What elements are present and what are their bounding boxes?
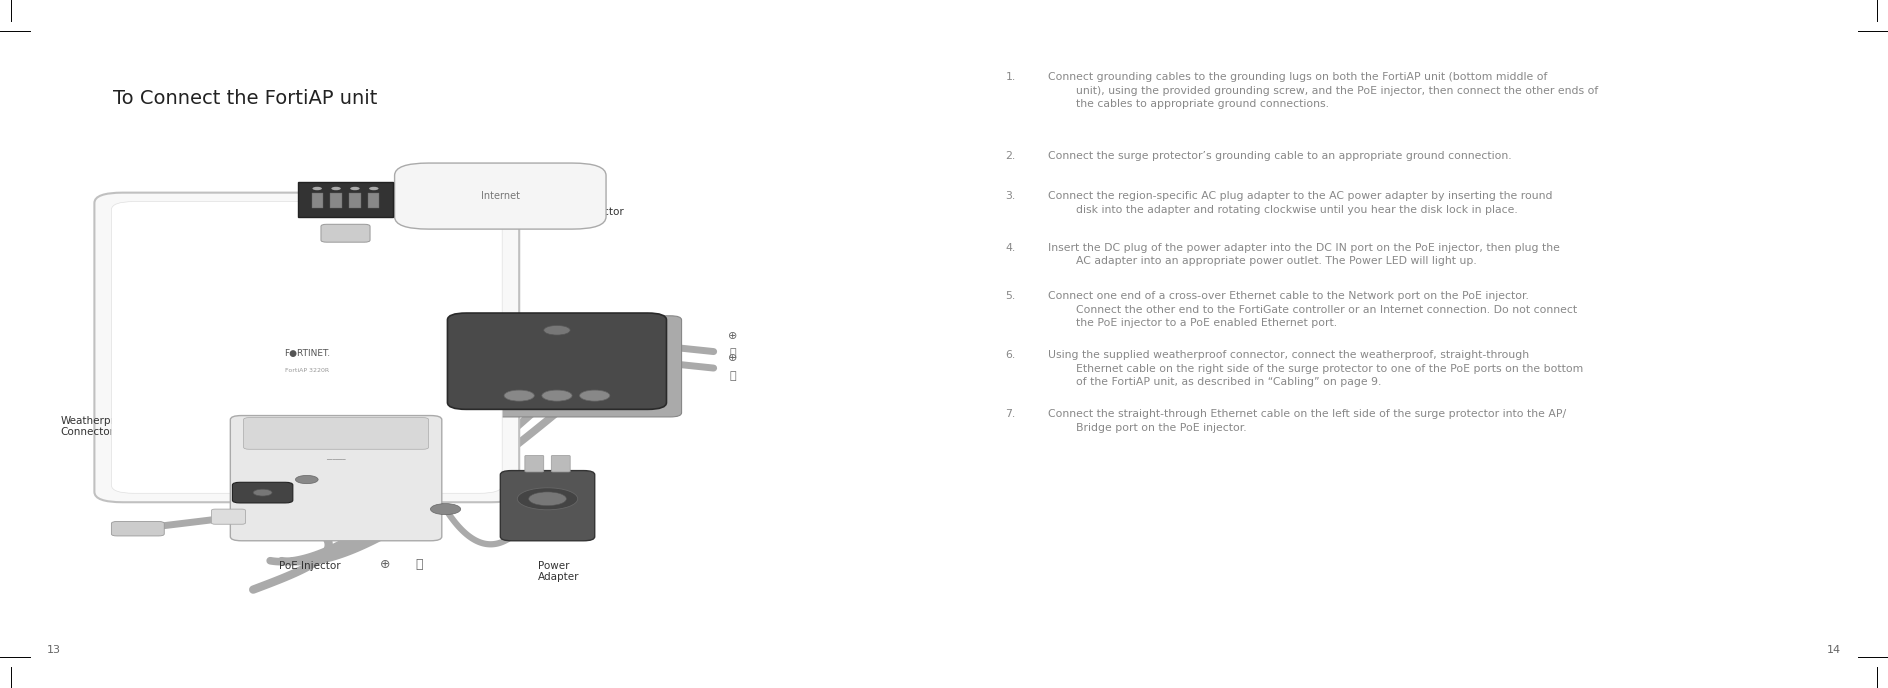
Text: Connect the region-specific AC plug adapter to the AC power adapter by inserting: Connect the region-specific AC plug adap… [1048, 191, 1552, 215]
FancyBboxPatch shape [330, 193, 342, 208]
Circle shape [504, 390, 534, 401]
Text: 6.: 6. [1006, 350, 1016, 361]
FancyBboxPatch shape [211, 509, 245, 524]
Text: Connect the surge protector’s grounding cable to an appropriate ground connectio: Connect the surge protector’s grounding … [1048, 151, 1512, 162]
Text: Surge
Protector: Surge Protector [576, 195, 623, 217]
Circle shape [368, 186, 378, 191]
Text: Power
Adapter: Power Adapter [538, 561, 580, 582]
FancyBboxPatch shape [298, 182, 393, 217]
Circle shape [580, 390, 610, 401]
Circle shape [312, 186, 323, 191]
Text: To Connect the FortiAP unit: To Connect the FortiAP unit [113, 89, 378, 109]
Text: 13: 13 [47, 645, 60, 655]
Circle shape [349, 186, 361, 191]
Text: ⊕: ⊕ [729, 354, 736, 363]
Text: ⏚: ⏚ [415, 558, 423, 570]
Circle shape [544, 325, 570, 335]
Text: 4.: 4. [1006, 243, 1016, 253]
Circle shape [332, 186, 342, 191]
FancyBboxPatch shape [111, 202, 502, 493]
Circle shape [253, 489, 272, 496]
FancyBboxPatch shape [232, 482, 293, 503]
Text: Controller or Internet: Controller or Internet [357, 292, 466, 303]
FancyBboxPatch shape [244, 418, 429, 449]
Text: Internet: Internet [481, 191, 519, 201]
Text: Using the supplied weatherproof connector, connect the weatherproof, straight-th: Using the supplied weatherproof connecto… [1048, 350, 1584, 387]
Text: 2.: 2. [1006, 151, 1016, 162]
FancyBboxPatch shape [551, 455, 570, 472]
Circle shape [542, 390, 572, 401]
Circle shape [517, 488, 578, 510]
FancyBboxPatch shape [94, 193, 519, 502]
FancyBboxPatch shape [111, 522, 164, 536]
Text: FortiAP 3220R: FortiAP 3220R [285, 368, 329, 373]
FancyBboxPatch shape [500, 471, 595, 541]
FancyBboxPatch shape [432, 316, 682, 417]
Text: 3.: 3. [1006, 191, 1016, 202]
FancyBboxPatch shape [321, 224, 370, 242]
FancyBboxPatch shape [349, 193, 361, 208]
Text: ⏚: ⏚ [729, 371, 736, 380]
FancyBboxPatch shape [368, 193, 379, 208]
Text: 14: 14 [1828, 645, 1841, 655]
Text: 1.: 1. [1006, 72, 1016, 83]
FancyBboxPatch shape [230, 416, 442, 541]
Text: 7.: 7. [1006, 409, 1016, 420]
Text: PoE Injector: PoE Injector [279, 561, 342, 571]
FancyBboxPatch shape [395, 163, 606, 229]
Circle shape [430, 504, 461, 515]
Circle shape [529, 492, 566, 506]
Text: Connect the straight-through Ethernet cable on the left side of the surge protec: Connect the straight-through Ethernet ca… [1048, 409, 1565, 433]
Text: ⊕: ⊕ [379, 558, 391, 570]
Text: ⊕: ⊕ [729, 331, 736, 341]
Text: ━━━━━━: ━━━━━━ [327, 458, 346, 463]
Text: Insert the DC plug of the power adapter into the DC IN port on the PoE injector,: Insert the DC plug of the power adapter … [1048, 243, 1559, 266]
Text: Connect one end of a cross-over Ethernet cable to the Network port on the PoE in: Connect one end of a cross-over Ethernet… [1048, 291, 1576, 328]
Text: Weatherproof
Connector: Weatherproof Connector [60, 416, 132, 438]
Text: Connect grounding cables to the grounding lugs on both the FortiAP unit (bottom : Connect grounding cables to the groundin… [1048, 72, 1597, 109]
FancyBboxPatch shape [525, 455, 544, 472]
Circle shape [296, 475, 317, 484]
FancyBboxPatch shape [447, 313, 666, 409]
Text: 5.: 5. [1006, 291, 1016, 301]
Text: F●RTINET.: F●RTINET. [283, 349, 330, 358]
Text: ⏚: ⏚ [729, 348, 736, 358]
FancyBboxPatch shape [312, 193, 323, 208]
